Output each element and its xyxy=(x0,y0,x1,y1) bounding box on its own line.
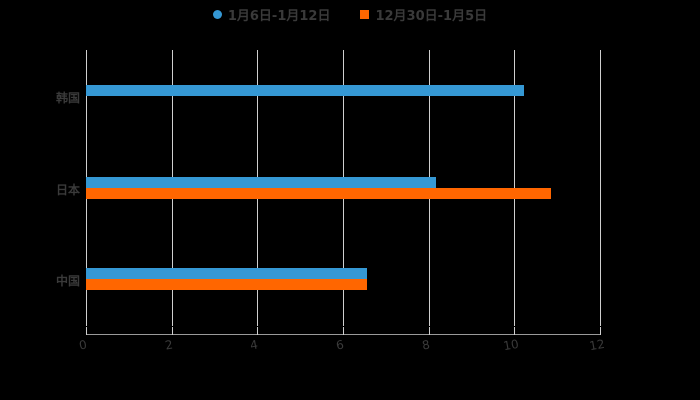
legend-circle-icon xyxy=(212,9,222,19)
y-category-label: 中国 xyxy=(55,274,80,288)
x-tick-label: 2 xyxy=(164,337,174,353)
x-tick xyxy=(172,327,173,335)
bar-japan-series-1[interactable] xyxy=(86,177,436,188)
bar-china-series-2[interactable] xyxy=(86,279,367,290)
legend-label: 1月6日-1月12日 xyxy=(227,8,331,24)
legend-square-icon xyxy=(360,9,370,19)
bar-korea-series-1[interactable] xyxy=(86,85,524,96)
bar-china-series-1[interactable] xyxy=(86,268,367,279)
y-category-label: 韩国 xyxy=(55,91,80,105)
y-category-label: 日本 xyxy=(55,183,80,197)
x-tick xyxy=(343,327,344,335)
legend-item-series-1[interactable]: 1月6日-1月12日 xyxy=(212,5,331,24)
x-tick xyxy=(257,327,258,335)
x-tick-label: 8 xyxy=(421,337,431,353)
gridline xyxy=(600,50,601,326)
x-tick xyxy=(600,327,601,335)
x-tick xyxy=(514,327,515,335)
x-tick-label: 10 xyxy=(502,336,520,354)
legend-label: 12月30日-1月5日 xyxy=(375,8,488,24)
x-tick-label: 12 xyxy=(588,336,606,354)
x-tick-label: 4 xyxy=(249,337,259,353)
x-tick xyxy=(429,327,430,335)
chart-legend: 1月6日-1月12日 12月30日-1月5日 xyxy=(0,4,700,24)
x-tick xyxy=(86,327,87,335)
legend-item-series-2[interactable]: 12月30日-1月5日 xyxy=(360,5,487,24)
x-tick-label: 6 xyxy=(335,337,345,353)
x-tick-label: 0 xyxy=(78,337,88,353)
bar-japan-series-2[interactable] xyxy=(86,188,551,199)
